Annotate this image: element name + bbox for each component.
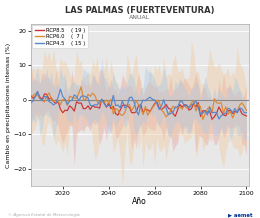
X-axis label: Año: Año [132,197,147,206]
Title: LAS PALMAS (FUERTEVENTURA): LAS PALMAS (FUERTEVENTURA) [65,5,214,15]
Legend: RCP8.5    ( 19 ), RCP6.0    (  7 ), RCP4.5    ( 15 ): RCP8.5 ( 19 ), RCP6.0 ( 7 ), RCP4.5 ( 15… [32,25,88,48]
Text: ▶ aemet: ▶ aemet [228,212,252,217]
Text: © Agencia Estatal de Meteorología: © Agencia Estatal de Meteorología [8,213,79,217]
Text: ANUAL: ANUAL [129,15,150,20]
Y-axis label: Cambio en precipitaciones intensas (%): Cambio en precipitaciones intensas (%) [5,43,11,168]
